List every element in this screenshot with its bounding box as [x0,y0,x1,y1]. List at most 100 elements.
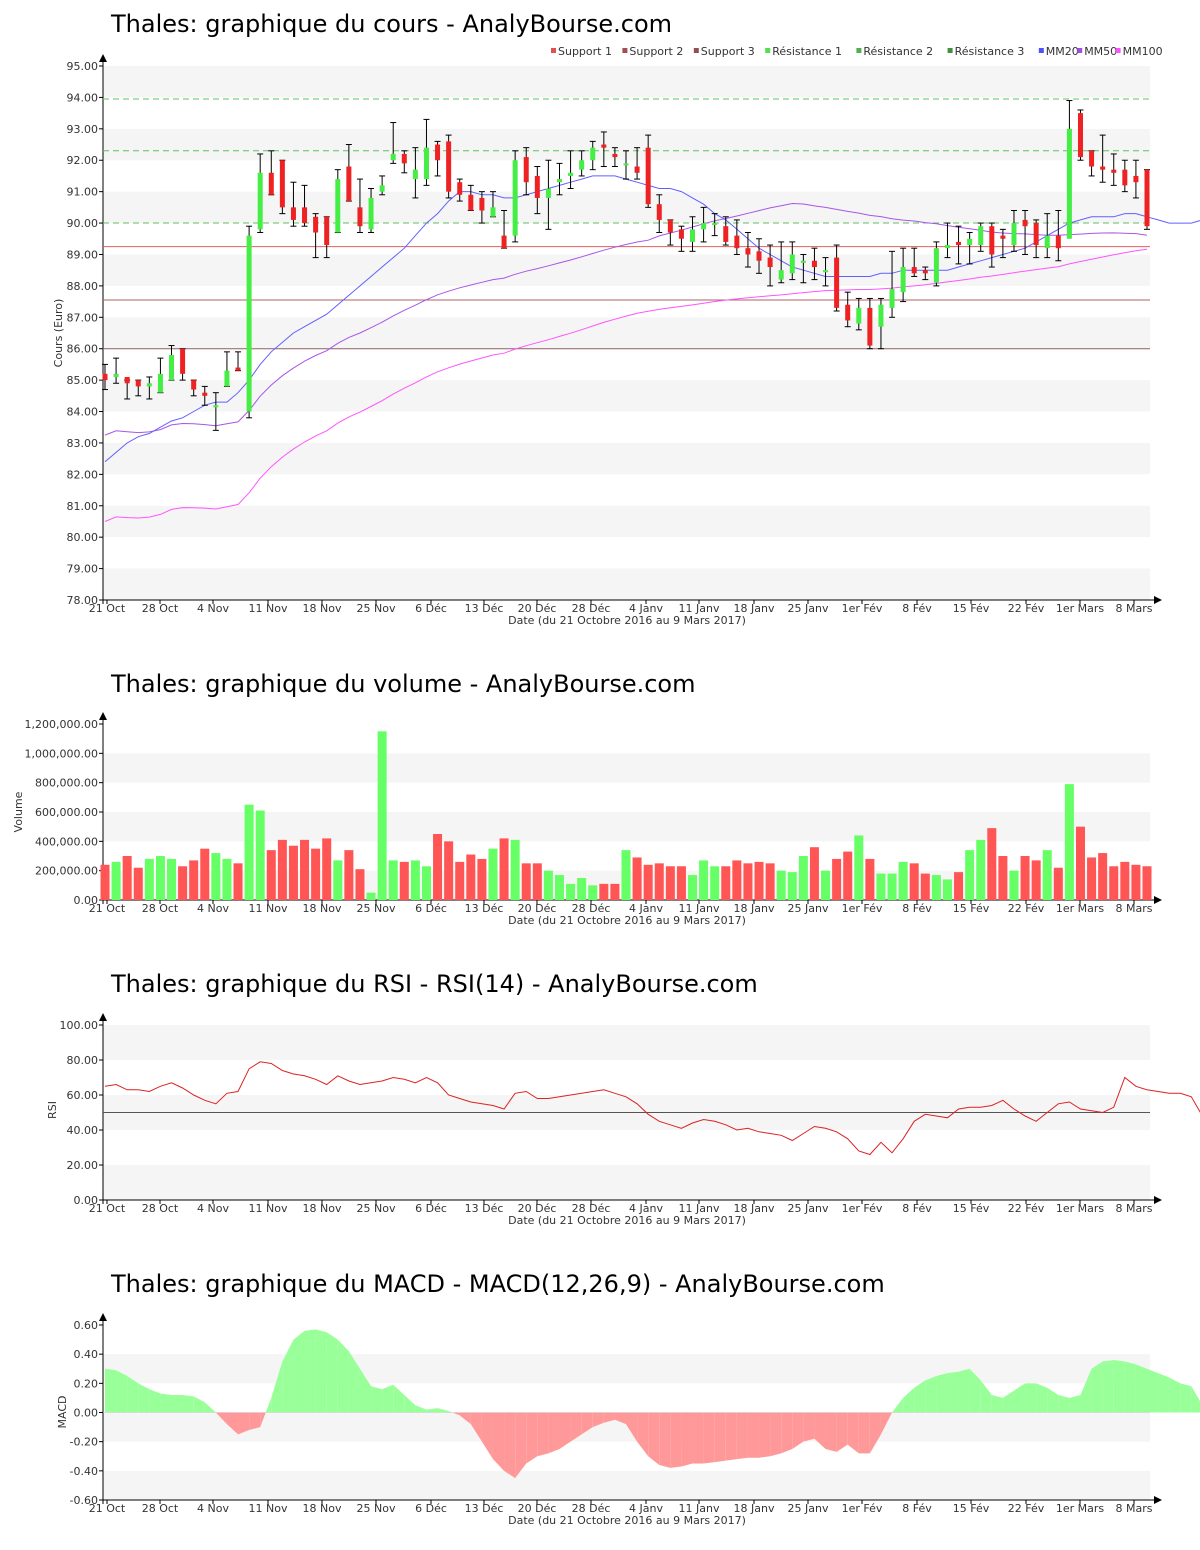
macd-area-segment [265,1397,272,1413]
macd-x-tick-label: 8 Mars [1116,1502,1153,1515]
macd-x-tick-label: 21 Oct [89,1502,126,1515]
candle-body [834,257,840,308]
volume-bar [987,828,997,900]
price-panel: Thales: graphique du cours - AnalyBourse… [0,0,1200,640]
macd-area-segment [1069,1395,1081,1413]
candle-body [634,166,640,173]
volume-x-tick-label: 21 Oct [89,902,126,915]
macd-area-segment [1124,1361,1136,1413]
macd-area-segment [359,1368,372,1413]
macd-area-segment [1080,1368,1092,1413]
price-chart: 21 Oct 28 Oct 4 Nov 11 Nov 18 Nov 25 Nov 6 Déc… [52,45,1200,627]
volume-bar [599,883,609,900]
candle-body [423,147,429,180]
candle-body [102,373,108,381]
candle-body [523,157,529,183]
macd-x-tick-label: 15 Fév [953,1502,990,1515]
price-grid-band [103,505,1150,538]
volume-bar [344,850,354,900]
rsi-y-tick-label: 40.00 [67,1124,99,1137]
candle-body [279,160,285,208]
macd-area-segment [193,1396,205,1413]
price-y-tick-label: 85.00 [67,374,99,387]
macd-area-segment [437,1408,449,1413]
candle-body [845,304,851,321]
volume-bar [477,858,487,900]
candle-body [823,270,829,273]
candle-body [690,229,696,242]
legend-entry: Résistance 1 [765,45,842,58]
volume-y-tick-label: 800,000.00 [35,777,98,790]
volume-bar [433,834,443,900]
macd-area-segment [559,1412,571,1449]
price-x-tick-label: 11 Janv [679,602,720,615]
volume-bar [277,839,287,900]
candle-body [390,153,396,161]
price-y-tick-label: 84.00 [67,406,99,419]
macd-y-tick-label: -0.40 [70,1465,98,1478]
macd-area-segment [452,1412,460,1416]
candle-body [601,144,607,148]
price-y-tick-label: 89.00 [67,248,99,261]
price-x-tick-label: 8 Mars [1116,602,1153,615]
volume-x-tick-label: 4 Janv [629,902,663,915]
price-x-tick-label: 8 Fév [902,602,932,615]
macd-area-segment [337,1339,349,1413]
macd-x-tick-label: 22 Fév [1008,1502,1045,1515]
macd-area-segment [526,1412,538,1464]
price-y-tick-label: 80.00 [67,531,99,544]
volume-bar [954,872,964,900]
macd-x-tick-label: 4 Janv [629,1502,663,1515]
price-legend: Support 1 Support 2 Support 3 Résistance 1 R… [551,45,1163,58]
volume-bar [200,848,210,900]
volume-x-tick-label: 20 Déc [518,902,557,915]
macd-area-segment [1169,1377,1181,1413]
legend-swatch [1038,48,1044,53]
volume-bar [311,848,321,900]
rsi-x-tick-label: 11 Nov [249,1202,288,1215]
price-y-axis-label: Cours (Euro) [52,299,65,368]
legend-entry: Résistance 3 [947,45,1024,58]
candle-body [1055,235,1061,249]
volume-bar [710,866,720,900]
candle-body [180,348,186,374]
macd-area-segment [382,1384,394,1413]
candle-body [124,376,130,384]
volume-bar [554,875,564,900]
volume-bar [1131,864,1141,900]
macd-area-segment [991,1395,1003,1413]
macd-y-tick-label: 0.40 [74,1348,99,1361]
legend-entry: Résistance 2 [856,45,933,58]
candle-body [368,197,374,230]
volume-bar [876,873,886,900]
volume-bar [1042,850,1052,900]
macd-y-tick-label: -0.20 [70,1436,98,1449]
macd-area-segment [1013,1383,1026,1413]
volume-bar [244,804,254,900]
price-x-tick-label: 1er Mars [1056,602,1105,615]
volume-bar [732,860,742,900]
candle-body [745,248,751,255]
volume-bar [1120,861,1130,900]
macd-area-segment [692,1412,704,1464]
volume-bar [566,883,576,900]
volume-bar [654,863,664,900]
volume-bar [643,864,653,900]
rsi-x-tick-label: 6 Déc [415,1202,447,1215]
volume-x-tick-label: 13 Déc [465,902,504,915]
rsi-x-tick-label: 28 Déc [572,1202,611,1215]
candle-body [1089,150,1095,167]
rsi-line [104,1061,1200,1156]
volume-bar [167,858,177,900]
volume-bar [909,863,919,900]
macd-area-segment [315,1329,327,1413]
price-x-tick-label: 13 Déc [465,602,504,615]
volume-bar [521,863,531,900]
macd-x-tick-label: 28 Oct [142,1502,179,1515]
macd-area-segment [914,1380,926,1413]
macd-area-segment [393,1384,405,1413]
volume-bar [266,850,276,900]
macd-x-tick-label: 28 Déc [572,1502,611,1515]
volume-bar [798,856,808,900]
volume-bar [1064,784,1074,900]
